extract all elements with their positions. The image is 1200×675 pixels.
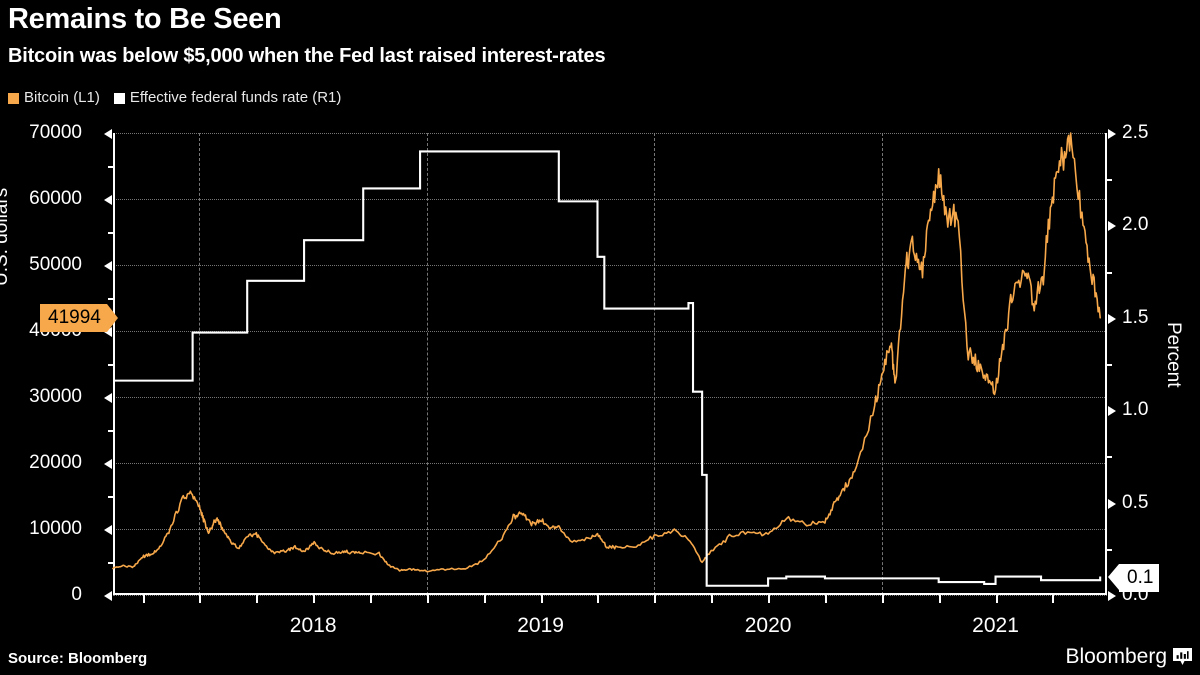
gridline-horizontal [113, 397, 1107, 398]
x-minor-tick [370, 595, 373, 603]
left-minor-tick [108, 298, 113, 300]
bottom-axis-line [113, 593, 1107, 595]
left-tick-label: 10000 [29, 518, 82, 539]
x-minor-tick [199, 595, 202, 603]
fed-funds-line [113, 150, 1102, 587]
legend-swatch-fed-funds [113, 92, 125, 104]
left-tick-label: 20000 [29, 452, 82, 473]
x-minor-tick [142, 595, 145, 603]
right-tick-mark [1108, 591, 1116, 601]
chart-legend: Bitcoin (L1) Effective federal funds rat… [8, 90, 341, 106]
right-tick-mark [1108, 313, 1116, 324]
x-minor-tick [597, 595, 600, 603]
left-minor-tick [108, 562, 113, 564]
right-tick-mark [1108, 221, 1116, 232]
right-tick-mark [1108, 498, 1116, 509]
x-minor-tick [654, 595, 657, 603]
right-tick-mark [1108, 129, 1116, 139]
gridline-vertical [881, 133, 883, 595]
left-tick-mark [104, 459, 112, 469]
gridline-horizontal [113, 595, 1107, 596]
left-minor-tick [108, 430, 113, 432]
gridline-horizontal [113, 265, 1107, 266]
plot-background [113, 133, 1107, 595]
bitcoin-last-value-badge: 41994 [40, 303, 118, 332]
x-minor-tick [881, 595, 884, 603]
legend-item-bitcoin[interactable]: Bitcoin (L1) [8, 90, 100, 106]
gridline-horizontal [113, 529, 1107, 530]
x-minor-tick [711, 595, 714, 603]
right-tick-label: 1.5 [1122, 306, 1149, 328]
left-tick-label: 30000 [29, 386, 82, 407]
x-minor-tick [313, 595, 316, 603]
plot-area [104, 129, 1116, 603]
right-tick-label: 2.0 [1122, 214, 1149, 236]
bloomberg-terminal-icon [1173, 647, 1192, 667]
bitcoin-line [112, 132, 1101, 573]
left-minor-tick [108, 364, 113, 366]
brand-text: Bloomberg [1065, 645, 1167, 668]
left-axis-line [113, 133, 115, 595]
left-tick-mark [104, 393, 112, 403]
x-minor-tick [256, 595, 259, 603]
right-tick-label: 0.5 [1122, 491, 1149, 513]
left-tick-label: 0 [71, 584, 82, 605]
gridline-vertical [199, 133, 201, 595]
legend-item-fed-funds[interactable]: Effective federal funds rate (R1) [113, 89, 342, 106]
chart-title: Remains to Be Seen [8, 3, 282, 35]
left-tick-mark [104, 591, 112, 601]
x-minor-tick [995, 595, 998, 603]
gridline-vertical [654, 133, 656, 595]
gridline-horizontal [113, 199, 1107, 200]
right-minor-tick [1107, 179, 1112, 182]
right-axis-line [1105, 133, 1107, 595]
gridline-horizontal [113, 133, 1107, 134]
chart-subtitle: Bitcoin was below $5,000 when the Fed la… [8, 45, 606, 67]
left-minor-tick [108, 232, 113, 234]
x-minor-tick [768, 595, 771, 603]
right-axis-title: Percent [1163, 322, 1184, 388]
legend-label-fed-funds: Effective federal funds rate (R1) [129, 89, 342, 106]
bloomberg-brand: Bloomberg [1065, 646, 1192, 668]
x-tick-label: 2020 [744, 614, 792, 637]
x-minor-tick [426, 595, 429, 603]
gridline-horizontal [113, 463, 1107, 464]
source-note: Source: Bloomberg [8, 650, 148, 667]
left-tick-mark [104, 261, 112, 271]
left-tick-mark [104, 195, 112, 205]
x-tick-label: 2019 [517, 614, 564, 637]
left-tick-label: 70000 [29, 122, 82, 143]
left-tick-mark [104, 327, 112, 337]
fed-funds-last-value-badge: 0.1 [1107, 563, 1160, 592]
right-tick-mark [1108, 406, 1116, 417]
left-tick-label: 60000 [29, 188, 82, 209]
right-minor-tick [1107, 548, 1112, 551]
left-minor-tick [108, 166, 113, 168]
left-axis-title: U.S. dollars [0, 187, 12, 286]
left-tick-label: 50000 [29, 254, 82, 275]
x-tick-label: 2021 [972, 614, 1019, 637]
left-tick-mark [104, 525, 112, 535]
right-tick-label: 2.5 [1122, 122, 1149, 143]
right-minor-tick [1107, 364, 1112, 366]
left-tick-mark [104, 129, 112, 139]
left-minor-tick [108, 496, 113, 498]
legend-swatch-bitcoin [8, 92, 19, 104]
x-minor-tick [483, 595, 486, 603]
legend-label-bitcoin: Bitcoin (L1) [24, 89, 100, 106]
gridline-vertical [426, 133, 428, 595]
right-minor-tick [1107, 456, 1112, 459]
x-minor-tick [824, 595, 827, 603]
right-tick-label: 1.0 [1122, 399, 1149, 421]
series-lines [112, 132, 1102, 587]
x-minor-tick [1052, 595, 1055, 603]
gridline-horizontal [113, 331, 1107, 332]
right-minor-tick [1107, 271, 1112, 274]
x-minor-tick [938, 595, 941, 603]
x-tick-label: 2018 [289, 614, 337, 637]
x-minor-tick [540, 595, 543, 603]
